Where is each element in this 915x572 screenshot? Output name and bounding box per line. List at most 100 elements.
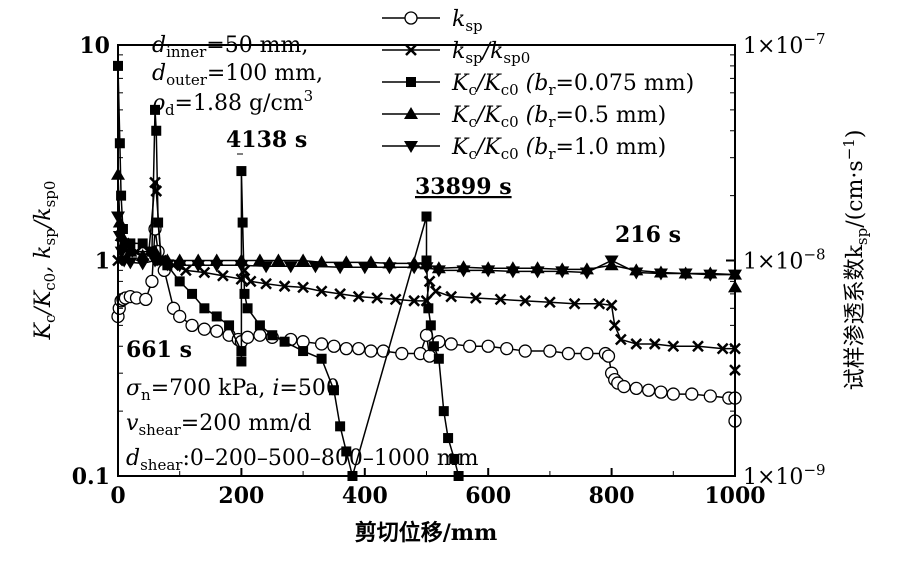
data-point: [298, 346, 309, 357]
y-right-tick-label: 1×10−8: [743, 246, 826, 275]
data-point: [244, 275, 257, 288]
data-point: [605, 299, 618, 312]
data-point: [328, 385, 339, 396]
data-point: [601, 349, 616, 363]
data-point: [308, 261, 323, 274]
y-left-tick-label: 0.1: [72, 464, 110, 490]
data-point: [443, 433, 454, 444]
data-point: [239, 288, 250, 299]
data-point: [278, 280, 291, 293]
data-point: [150, 104, 161, 115]
data-point: [641, 383, 656, 397]
data-point: [428, 341, 439, 352]
data-point: [210, 324, 224, 338]
data-point: [423, 275, 436, 288]
legend: ksp ksp/ksp0 Kc/Kc0 (br=0.075 mm) Kc/Kc0 (b…: [382, 7, 694, 163]
data-point: [481, 265, 496, 278]
data-point: [260, 277, 272, 290]
y-right-tick-label: 1×10−7: [743, 30, 826, 59]
annotation-time-33899: 33899 s: [415, 174, 512, 200]
data-point: [444, 337, 458, 351]
data-point: [692, 340, 704, 353]
series-triangle-down: [111, 211, 742, 282]
data-point: [419, 328, 434, 342]
data-point: [209, 260, 224, 273]
legend-marker: [405, 44, 417, 56]
data-point: [449, 453, 460, 464]
data-point: [653, 268, 668, 281]
data-point: [351, 341, 366, 356]
data-point: [297, 281, 309, 294]
data-point: [137, 238, 148, 249]
data-point: [224, 320, 235, 331]
data-point: [283, 261, 298, 274]
y-left-tick-label: 10: [79, 33, 110, 59]
data-point: [382, 262, 397, 275]
data-point: [236, 356, 247, 367]
data-point: [339, 341, 353, 356]
data-point: [352, 290, 365, 303]
data-point: [335, 421, 346, 432]
data-point: [555, 266, 570, 279]
data-point: [422, 349, 437, 363]
data-point: [217, 269, 229, 282]
data-point: [236, 346, 247, 357]
data-point: [678, 268, 693, 281]
annotation-shear-distance: dshear:0–200–500–800–1000 mm: [126, 446, 479, 474]
data-point: [341, 446, 352, 457]
annotation-density: ρd=1.88 g/cm3: [151, 87, 313, 119]
data-point: [518, 344, 532, 358]
data-point: [139, 292, 153, 307]
x-tick-label: 200: [218, 483, 264, 509]
x-tick-label: 800: [589, 483, 635, 509]
data-point: [617, 379, 631, 394]
data-point: [135, 258, 150, 271]
data-point: [666, 387, 680, 401]
annotation-time-4138: 4138 s: [226, 127, 307, 153]
data-point: [614, 333, 627, 346]
legend-marker: [404, 107, 418, 119]
x-axis-title: 剪切位移/mm: [355, 520, 498, 546]
data-point: [364, 344, 378, 358]
data-point: [145, 274, 159, 289]
data-point: [240, 330, 255, 344]
data-point: [494, 293, 507, 306]
data-point: [543, 344, 557, 358]
data-point: [199, 303, 210, 314]
data-point: [234, 260, 249, 273]
data-point: [395, 346, 409, 361]
data-point: [703, 269, 718, 282]
data-point: [211, 311, 222, 322]
data-point: [135, 248, 150, 261]
data-point: [456, 265, 471, 278]
data-point: [151, 125, 162, 136]
legend-label: ksp/ksp0: [452, 39, 530, 67]
data-point: [334, 287, 347, 300]
data-point: [544, 296, 556, 309]
legend-label: Kc/Kc0 (br=0.5 mm): [451, 103, 666, 131]
data-point: [423, 303, 434, 314]
x-tick-label: 0: [110, 483, 125, 509]
data-point: [253, 328, 267, 342]
legend-label: Kc/Kc0 (br=0.075 mm): [451, 71, 694, 99]
annotation-d-inner: dinner=50 mm,: [152, 33, 308, 61]
data-point: [197, 322, 212, 336]
data-point: [242, 303, 253, 314]
data-point: [148, 244, 163, 257]
data-point: [716, 342, 729, 355]
data-point: [530, 266, 545, 279]
data-point: [463, 339, 477, 353]
data-point: [279, 336, 290, 347]
data-point: [429, 285, 442, 298]
data-point: [271, 253, 286, 266]
data-point: [160, 259, 175, 272]
data-point: [629, 381, 643, 396]
data-point: [408, 294, 421, 307]
x-tick-label: 600: [465, 483, 511, 509]
data-point: [419, 262, 434, 275]
x-tick-label: 1000: [704, 483, 765, 509]
data-point: [125, 238, 136, 249]
data-point: [254, 320, 265, 331]
legend-marker: [406, 77, 416, 87]
